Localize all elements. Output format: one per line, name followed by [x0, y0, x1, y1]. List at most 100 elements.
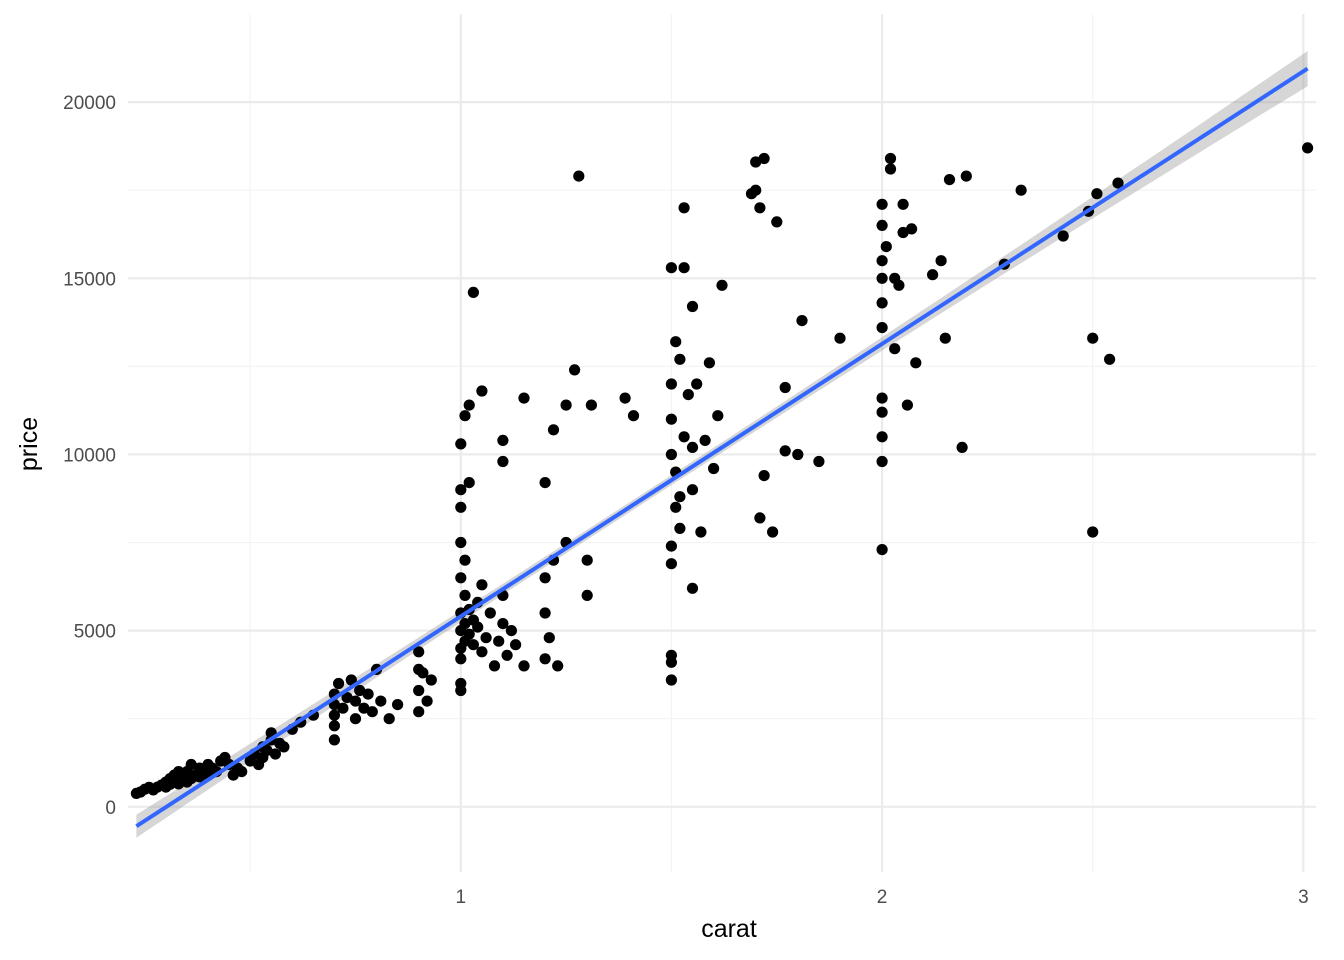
data-point	[552, 660, 564, 672]
data-point	[876, 255, 888, 267]
data-point	[665, 674, 678, 686]
data-point	[539, 607, 551, 619]
data-point	[358, 702, 370, 714]
data-point	[480, 632, 492, 644]
data-point	[383, 713, 395, 725]
data-point	[509, 639, 522, 651]
data-point	[674, 522, 686, 535]
data-point	[665, 540, 678, 552]
fit-line	[135, 66, 1309, 828]
data-point	[261, 744, 273, 757]
data-point	[678, 202, 690, 214]
y-tick-label: 10000	[63, 445, 116, 466]
data-point	[455, 536, 467, 549]
data-point	[876, 272, 888, 284]
data-point	[467, 286, 479, 298]
data-point	[455, 438, 467, 450]
data-point	[413, 684, 425, 697]
data-point	[758, 152, 770, 165]
data-point	[1057, 230, 1069, 242]
data-point	[413, 706, 425, 718]
data-point	[417, 667, 429, 679]
data-point	[1112, 177, 1124, 189]
data-point	[497, 434, 509, 446]
data-point	[686, 441, 699, 453]
data-point	[943, 174, 956, 186]
data-point	[581, 589, 593, 602]
data-points	[130, 142, 1314, 800]
data-point	[670, 336, 682, 348]
data-point	[1091, 188, 1103, 200]
data-point	[354, 684, 366, 697]
data-point	[750, 184, 762, 196]
grid-minor-lines	[128, 14, 1316, 872]
data-point	[328, 709, 340, 721]
data-point	[455, 484, 467, 496]
data-point	[581, 554, 593, 566]
data-point	[758, 470, 770, 482]
data-point	[889, 343, 901, 355]
data-point	[674, 491, 686, 503]
data-point	[771, 216, 783, 228]
data-point	[665, 262, 678, 274]
data-point	[543, 632, 555, 644]
y-tick-label: 5000	[74, 622, 116, 643]
fit-line-layer	[135, 66, 1309, 828]
data-point	[569, 364, 581, 376]
data-point	[375, 695, 387, 707]
data-point	[665, 413, 678, 425]
data-point	[876, 455, 888, 468]
data-point	[349, 695, 362, 707]
data-point	[813, 455, 825, 468]
data-point	[476, 646, 488, 658]
data-point	[884, 152, 897, 165]
data-point	[876, 544, 888, 556]
y-tick-label: 15000	[63, 269, 116, 290]
data-point	[467, 639, 479, 651]
data-point	[484, 607, 496, 619]
data-point	[880, 241, 892, 253]
data-point	[901, 399, 914, 411]
data-point	[366, 706, 378, 718]
data-point	[459, 589, 471, 602]
data-point	[1104, 353, 1116, 365]
x-tick-label: 3	[1298, 887, 1309, 908]
grid-major-lines	[128, 14, 1316, 872]
data-point	[779, 381, 791, 394]
data-point	[935, 255, 947, 267]
y-axis-ticks: 0 5000 10000 15000 20000	[63, 93, 116, 819]
data-point	[708, 462, 720, 475]
data-point	[413, 646, 425, 658]
data-point	[695, 526, 707, 538]
data-point	[716, 279, 728, 291]
data-point	[1087, 526, 1099, 538]
data-point	[585, 399, 598, 411]
data-point	[547, 424, 560, 436]
data-point	[518, 660, 530, 672]
data-point	[910, 357, 922, 369]
data-point	[539, 572, 551, 584]
x-tick-label: 1	[456, 887, 467, 908]
data-point	[750, 156, 762, 168]
data-point	[539, 653, 551, 665]
data-point	[686, 582, 699, 594]
data-point	[796, 315, 808, 327]
data-point	[876, 219, 888, 231]
data-point	[337, 702, 349, 714]
data-point	[362, 688, 374, 700]
data-point	[328, 720, 340, 732]
data-point	[1302, 142, 1314, 154]
data-point	[1015, 184, 1027, 196]
data-point	[678, 431, 690, 443]
data-point	[278, 741, 290, 753]
data-point	[560, 399, 572, 411]
data-point	[345, 674, 357, 686]
data-point	[893, 279, 905, 291]
data-point	[455, 653, 467, 665]
confidence-band-layer	[136, 51, 1308, 838]
data-point	[712, 410, 724, 422]
data-point	[488, 660, 501, 672]
data-point	[518, 392, 530, 404]
data-point	[497, 455, 509, 468]
